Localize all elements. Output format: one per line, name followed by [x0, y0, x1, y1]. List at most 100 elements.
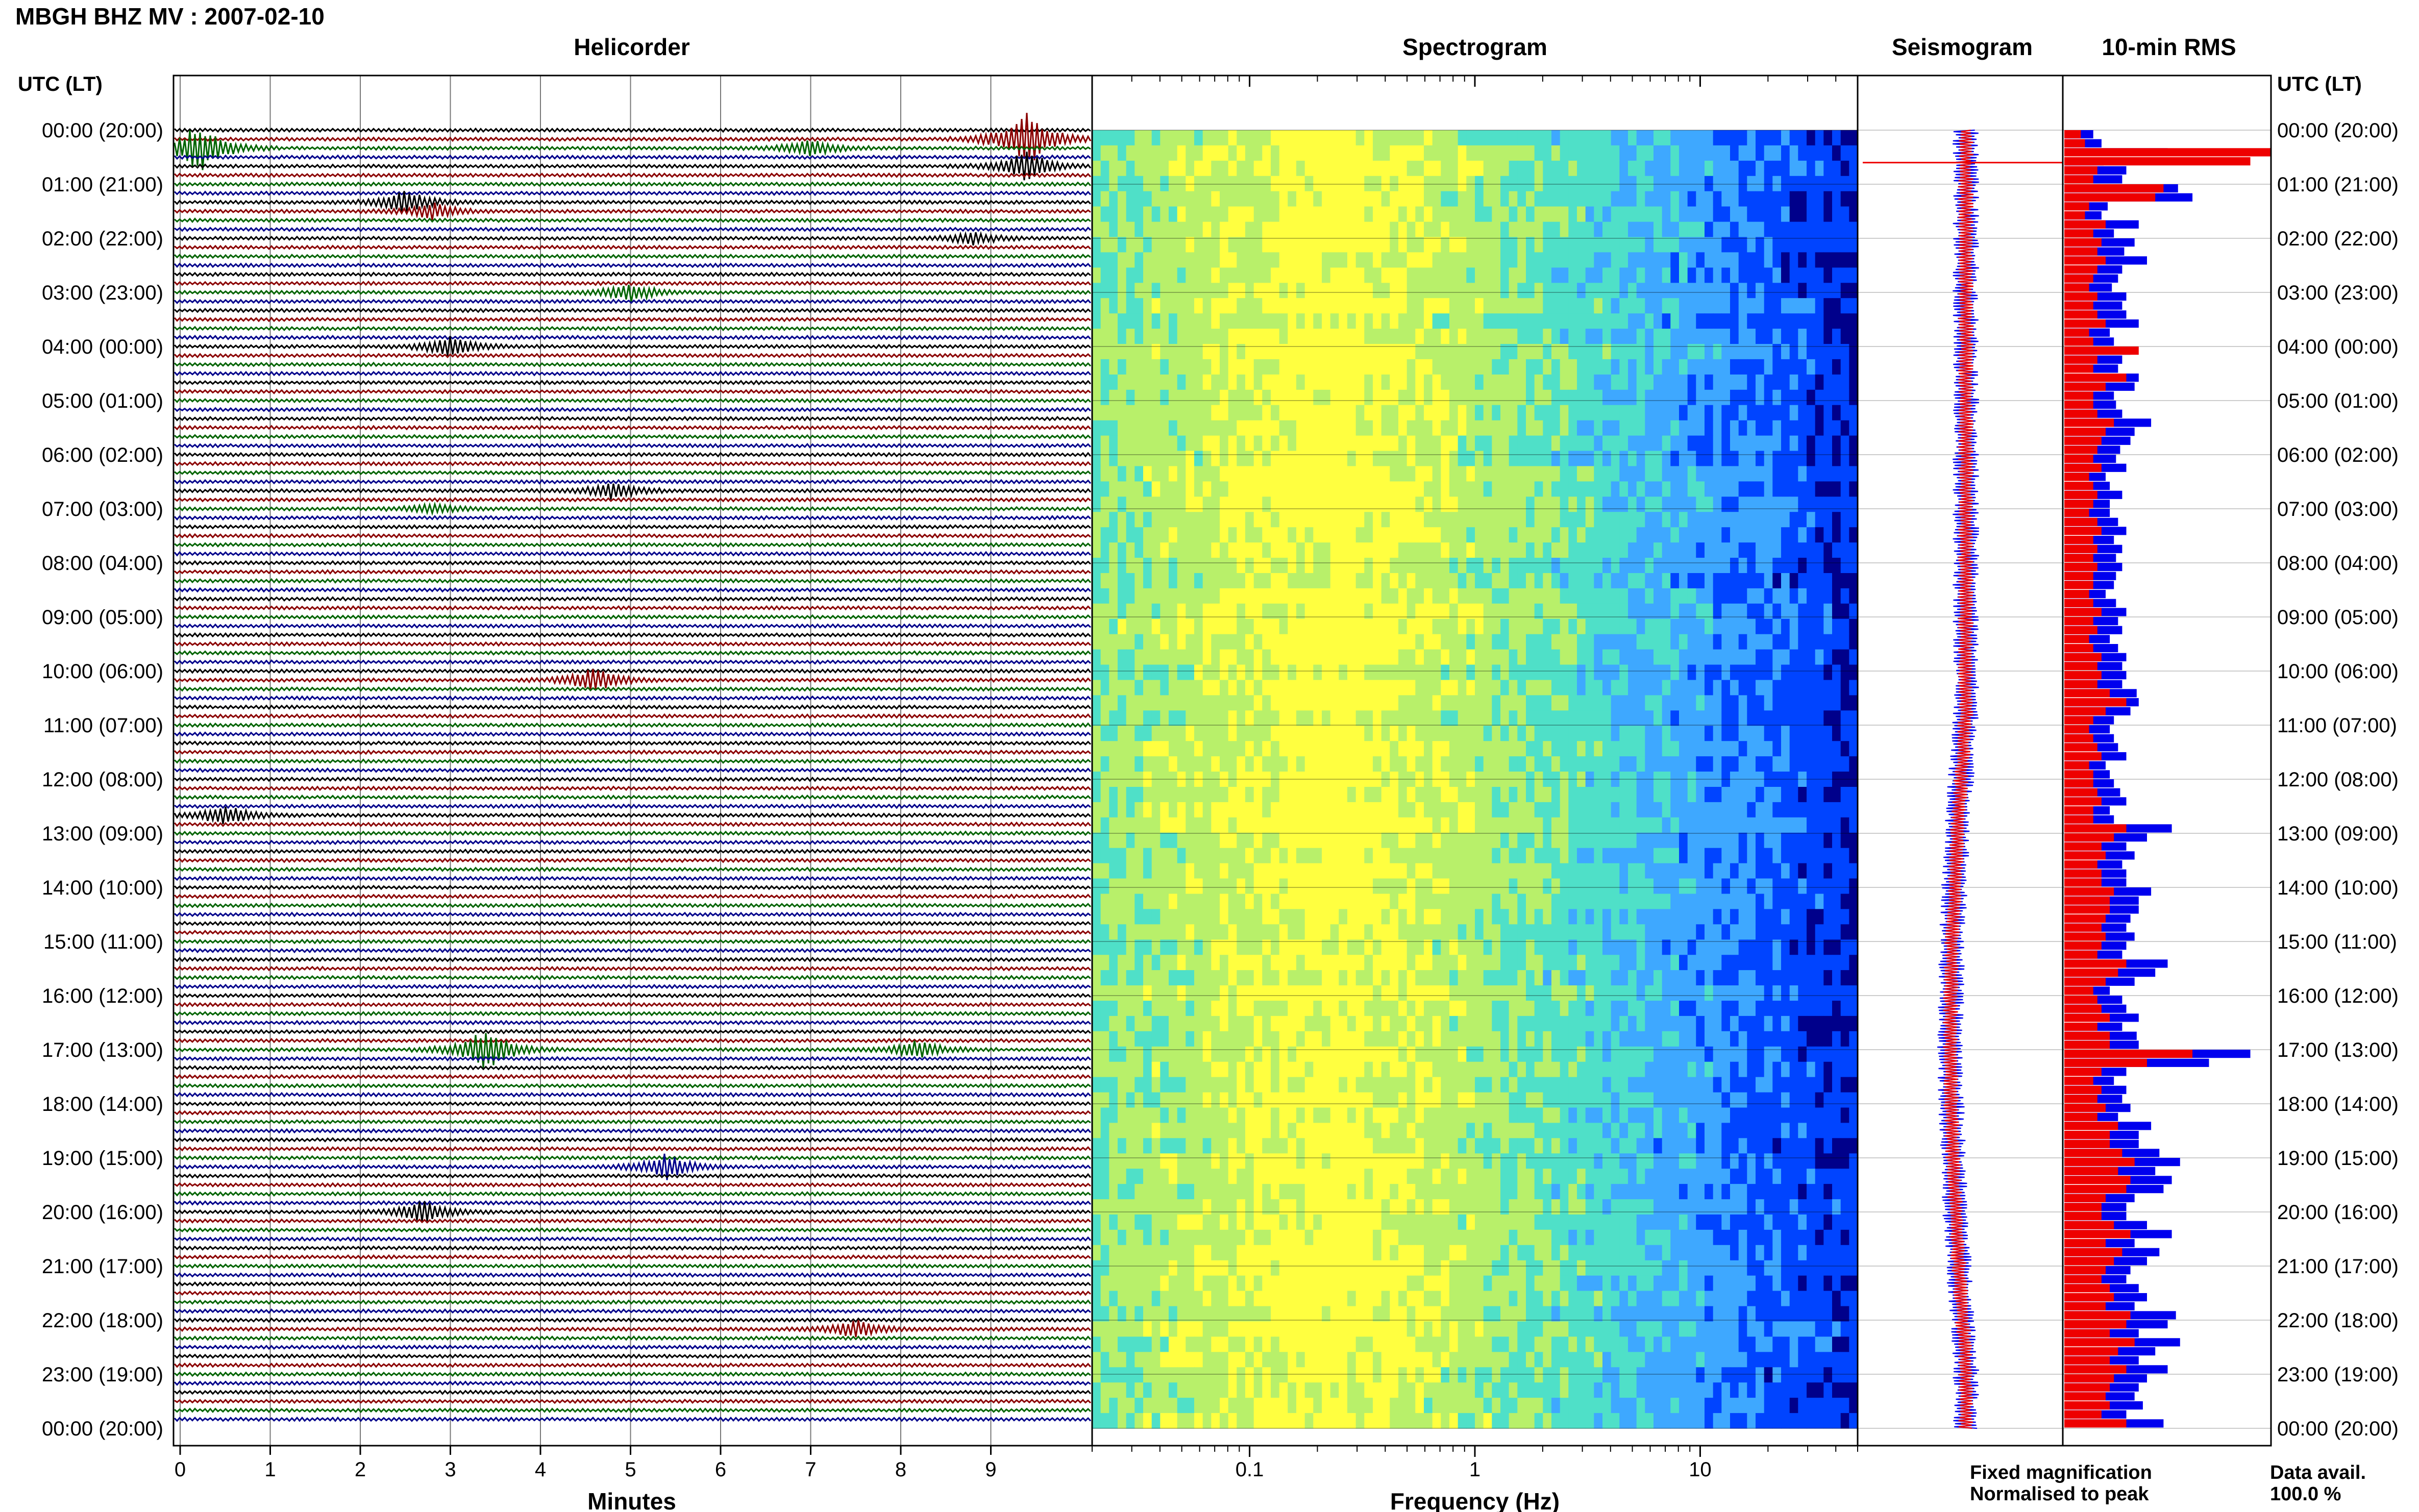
spectrogram-cell: [1628, 832, 1637, 849]
spectrogram-cell: [1288, 634, 1297, 650]
spectrogram-cell: [1679, 680, 1688, 696]
spectrogram-cell: [1585, 542, 1594, 558]
spectrogram-cell: [1653, 649, 1663, 665]
spectrogram-cell: [1211, 267, 1220, 283]
spectrogram-cell: [1534, 267, 1543, 283]
spectrogram-cell: [1330, 878, 1339, 894]
spectrogram-cell: [1483, 176, 1492, 192]
spectrogram-cell: [1815, 405, 1824, 421]
spectrogram-cell: [1577, 710, 1586, 726]
spectrogram-cell: [1551, 420, 1561, 436]
spectrogram-cell: [1364, 542, 1373, 558]
spectrogram-cell: [1449, 206, 1459, 222]
spectrogram-cell: [1798, 710, 1807, 726]
spectrogram-cell: [1764, 130, 1773, 146]
spectrogram-cell: [1253, 772, 1263, 787]
spectrogram-cell: [1211, 359, 1220, 375]
spectrogram-cell: [1721, 191, 1731, 207]
spectrogram-cell: [1585, 283, 1594, 299]
spectrogram-cell: [1432, 894, 1441, 909]
spectrogram-cell: [1466, 313, 1475, 329]
helicorder-trace-row: [174, 130, 1091, 170]
spectrogram-cell: [1764, 726, 1773, 741]
spectrogram-cell: [1134, 420, 1144, 436]
spectrogram-cell: [1313, 466, 1322, 482]
spectrogram-cell: [1449, 588, 1459, 604]
spectrogram-cell: [1237, 481, 1246, 497]
helicorder-trace-row: [174, 632, 1092, 638]
spectrogram-cell: [1228, 848, 1237, 864]
spectrogram-cell: [1798, 130, 1807, 146]
spectrogram-cell: [1279, 878, 1288, 894]
spectrogram-cell: [1296, 772, 1305, 787]
spectrogram-cell: [1721, 298, 1731, 314]
spectrogram-cell: [1160, 405, 1169, 421]
spectrogram-cell: [1619, 603, 1628, 619]
spectrogram-cell: [1815, 817, 1824, 833]
spectrogram-cell: [1653, 527, 1663, 543]
spectrogram-cell: [1705, 298, 1714, 314]
spectrogram-cell: [1424, 435, 1433, 452]
spectrogram-cell: [1636, 695, 1645, 711]
spectrogram-cell: [1143, 649, 1152, 665]
spectrogram-cell: [1619, 634, 1628, 650]
spectrogram-cell: [1526, 130, 1535, 146]
spectrogram-cell: [1653, 267, 1663, 283]
spectrogram-cell: [1194, 649, 1203, 665]
spectrogram-cell: [1500, 573, 1510, 589]
spectrogram-cell: [1500, 726, 1510, 741]
spectrogram-cell: [1092, 359, 1101, 375]
spectrogram-cell: [1415, 145, 1424, 161]
spectrogram-cell: [1432, 344, 1441, 360]
spectrogram-cell: [1823, 160, 1833, 177]
spectrogram-cell: [1594, 344, 1603, 360]
spectrogram-cell: [1304, 603, 1314, 619]
spectrogram-cell: [1823, 130, 1833, 146]
spectrogram-cell: [1177, 466, 1186, 482]
spectrogram-cell: [1534, 221, 1543, 238]
spectrogram-cell: [1143, 527, 1152, 543]
spectrogram-cell: [1823, 466, 1833, 482]
spectrogram-cell: [1228, 221, 1237, 238]
spectrogram-cell: [1645, 160, 1654, 177]
helicorder-trace-row: [174, 1245, 1092, 1251]
spectrogram-cell: [1645, 756, 1654, 772]
spectrogram-cell: [1577, 497, 1586, 512]
spectrogram-cell: [1526, 542, 1535, 558]
helicorder-trace-row: [174, 866, 1091, 873]
spectrogram-cell: [1143, 817, 1152, 833]
spectrogram-cell: [1186, 329, 1195, 344]
spectrogram-cell: [1840, 405, 1849, 421]
spectrogram-cell: [1118, 344, 1127, 360]
spectrogram-cell: [1483, 878, 1492, 894]
spectrogram-cell: [1339, 389, 1348, 406]
spectrogram-cell: [1526, 283, 1535, 299]
spectrogram-cell: [1645, 466, 1654, 482]
spectrogram-cell: [1296, 527, 1305, 543]
spectrogram-cell: [1415, 237, 1424, 253]
spectrogram-cell: [1628, 145, 1637, 161]
spectrogram-cell: [1220, 512, 1229, 528]
spectrogram-cell: [1492, 313, 1501, 329]
helicorder-trace-row: [174, 1037, 1092, 1044]
spectrogram-cell: [1109, 832, 1118, 849]
spectrogram-cell: [1424, 726, 1433, 741]
spectrogram-cell: [1611, 512, 1620, 528]
spectrogram-cell: [1517, 832, 1526, 849]
spectrogram-cell: [1202, 588, 1212, 604]
spectrogram-cell: [1228, 664, 1237, 680]
helicorder-traces: [174, 113, 1092, 1422]
helicorder-trace-row: [174, 483, 1092, 500]
spectrogram-cell: [1126, 802, 1135, 818]
spectrogram-cell: [1662, 894, 1671, 909]
spectrogram-cell: [1772, 649, 1782, 665]
spectrogram-cell: [1832, 176, 1841, 192]
spectrogram-cell: [1432, 802, 1441, 818]
spectrogram-cell: [1390, 481, 1399, 497]
spectrogram-cell: [1160, 772, 1169, 787]
spectrogram-cell: [1670, 726, 1680, 741]
spectrogram-cell: [1288, 237, 1297, 253]
spectrogram-cell: [1730, 313, 1739, 329]
spectrogram-cell: [1202, 878, 1212, 894]
spectrogram-cell: [1313, 787, 1322, 803]
